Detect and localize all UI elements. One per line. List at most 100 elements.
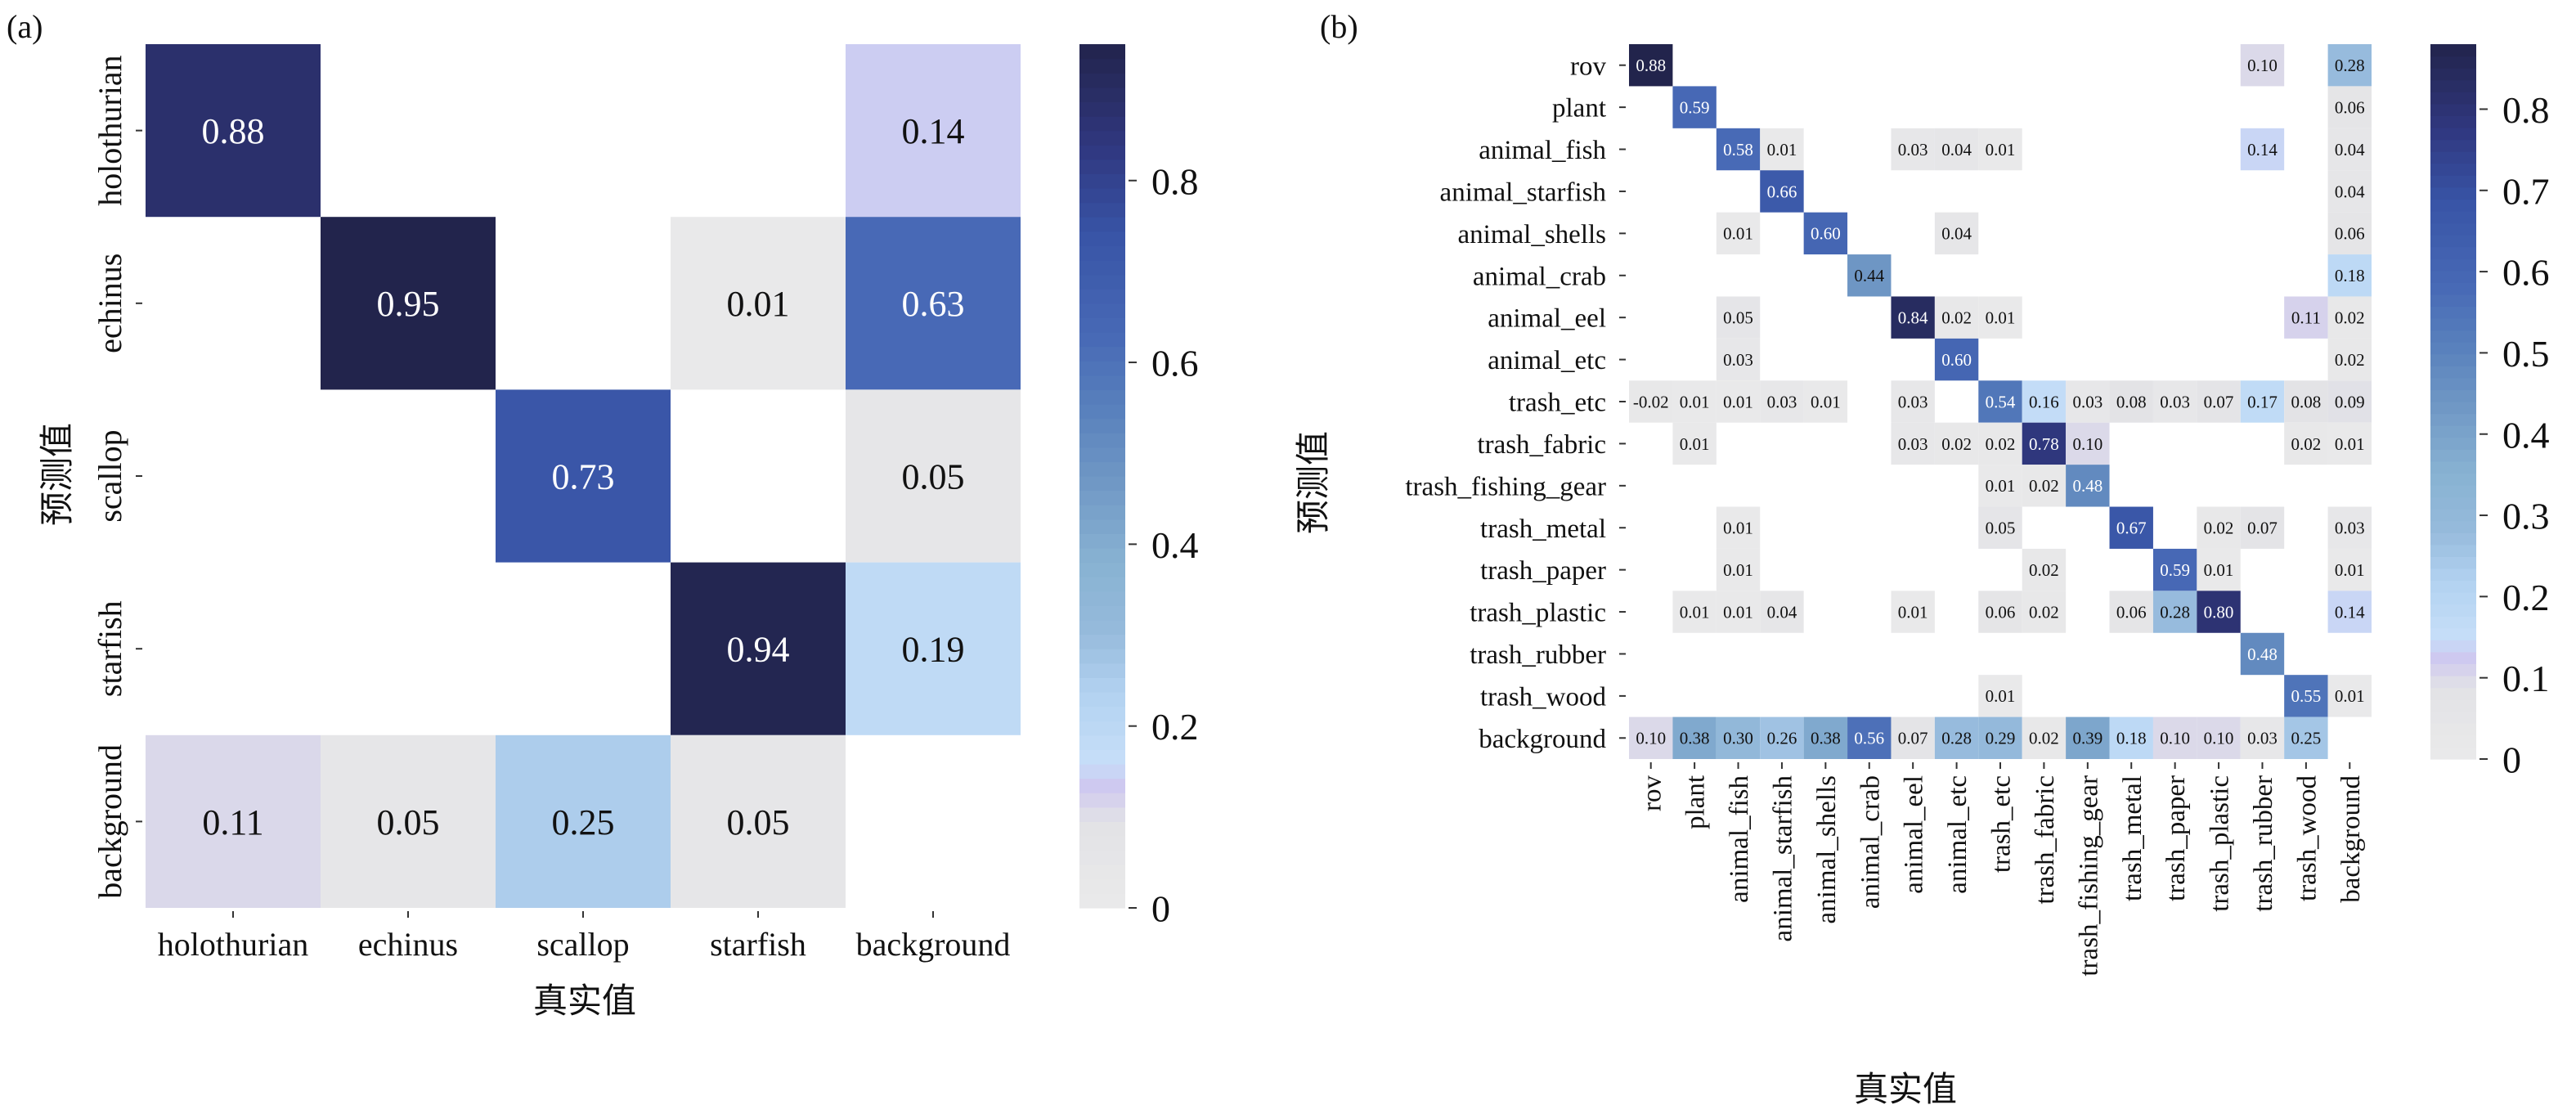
heatmap-cell	[1891, 591, 1935, 633]
colorbar-segment	[2430, 282, 2476, 295]
panel-b-label: (b)	[1320, 8, 1358, 45]
heatmap-cell	[1803, 716, 1848, 759]
panel-a-y-ticks: holothurian echinus scallop starfish backgro…	[92, 55, 142, 899]
heatmap-cell	[2109, 506, 2153, 549]
colorbar-segment	[2430, 449, 2476, 462]
colorbar-segment	[1079, 562, 1125, 577]
cell-value-label: 0.05	[902, 456, 965, 496]
cell-value-label: 0.07	[2204, 392, 2234, 411]
heatmap-cell	[1716, 591, 1761, 633]
colorbar-segment	[2430, 676, 2476, 689]
colorbar-segment	[1079, 490, 1125, 505]
cell-value-label: 0.54	[1986, 392, 2016, 411]
cell-value-label: 0.26	[1767, 729, 1797, 748]
colorbar-segment	[2430, 294, 2476, 308]
x-tick-label: animal_etc	[1943, 775, 1972, 894]
heatmap-cell	[1760, 128, 1804, 171]
cell-value-label: 0.67	[2116, 519, 2147, 538]
colorbar-segment	[2430, 520, 2476, 533]
heatmap-cell	[146, 44, 321, 218]
heatmap-cell	[2284, 675, 2328, 717]
cell-value-label: 0.10	[2160, 729, 2190, 748]
y-tick-label: trash_wood	[1480, 682, 1606, 712]
y-tick-label: animal_shells	[1458, 220, 1606, 249]
colorbar-segment	[1079, 159, 1125, 174]
cell-value-label: 0.60	[1811, 224, 1841, 244]
heatmap-cell	[1803, 380, 1848, 423]
cell-value-label: 0.48	[2247, 645, 2278, 664]
colorbar-segment	[1079, 620, 1125, 636]
y-tick-label: rov	[1570, 52, 1606, 81]
colorbar-segment	[1079, 749, 1125, 765]
y-tick-label: trash_rubber	[1470, 640, 1606, 670]
x-tick-label: animal_crab	[1856, 775, 1885, 909]
cell-value-label: 0.04	[2335, 140, 2365, 159]
heatmap-cell	[846, 562, 1021, 735]
heatmap-cell	[2327, 296, 2372, 339]
cell-value-label: 0.56	[1854, 729, 1884, 748]
colorbar-segment	[2430, 235, 2476, 248]
x-tick-label: animal_eel	[1900, 775, 1929, 894]
heatmap-cell	[1934, 128, 1979, 171]
cell-value-label: 0.88	[1636, 56, 1666, 75]
panel-a-x-axis-label: 真实值	[533, 982, 636, 1021]
colorbar-segment	[2430, 330, 2476, 343]
colorbar-segment	[1079, 677, 1125, 693]
heatmap-cell	[2327, 675, 2372, 717]
colorbar-segment	[2430, 44, 2476, 57]
cell-value-label: 0.01	[1986, 476, 2016, 496]
colorbar-segment	[2430, 747, 2476, 760]
heatmap-cell	[2152, 380, 2197, 423]
colorbar-segment	[2430, 56, 2476, 69]
colorbar-segment	[2430, 342, 2476, 355]
colorbar-segment	[1079, 836, 1125, 851]
colorbar-segment	[2430, 640, 2476, 653]
cell-value-label: 0.19	[902, 630, 965, 670]
cell-value-label: 0.01	[1986, 686, 2016, 706]
heatmap-cell	[2022, 422, 2067, 465]
cell-value-label: 0.84	[1898, 308, 1928, 328]
colorbar-segment	[2430, 222, 2476, 236]
heatmap-cell	[1847, 254, 1892, 297]
heatmap-cell	[1891, 296, 1935, 339]
colorbar-segment	[1079, 605, 1125, 621]
colorbar-tick-label: 0	[1151, 888, 1170, 930]
colorbar-segment	[2430, 651, 2476, 665]
heatmap-cell	[496, 734, 671, 908]
heatmap-cell	[846, 389, 1021, 563]
cell-value-label: 0.01	[1723, 392, 1753, 411]
x-tick-label: animal_starfish	[1768, 775, 1797, 942]
panel-a-y-axis-label: 预测值	[39, 423, 77, 526]
colorbar-segment	[1079, 577, 1125, 592]
cell-value-label: 0.38	[1680, 729, 1710, 748]
y-tick-label: trash_paper	[1480, 556, 1606, 586]
heatmap-cell	[1716, 548, 1761, 591]
colorbar-segment	[1079, 389, 1125, 405]
y-tick-label: background	[1479, 725, 1606, 754]
heatmap-cell	[1629, 380, 1673, 423]
colorbar-segment	[1079, 404, 1125, 420]
heatmap-cell	[1978, 465, 2022, 507]
cell-value-label: 0.30	[1723, 729, 1753, 748]
cell-value-label: 0.03	[1898, 392, 1928, 411]
cell-value-label: 0.04	[1941, 140, 1972, 159]
colorbar-segment	[1079, 706, 1125, 721]
heatmap-cell	[2109, 591, 2153, 633]
colorbar-segment	[1079, 734, 1125, 750]
colorbar-segment	[1079, 548, 1125, 564]
heatmap-cell	[1672, 380, 1717, 423]
colorbar-segment	[2430, 687, 2476, 700]
heatmap-cell	[1672, 591, 1717, 633]
colorbar-segment	[2430, 460, 2476, 474]
y-tick-label: trash_fishing_gear	[1405, 472, 1606, 501]
cell-value-label: 0.73	[552, 456, 615, 496]
y-tick-label: plant	[1552, 94, 1606, 124]
colorbar-segment	[1079, 505, 1125, 520]
panel-a-colorbar: 0 0.2 0.4 0.6 0.8	[1079, 44, 1199, 930]
colorbar-segment	[1079, 634, 1125, 649]
colorbar-tick-label: 0.1	[2502, 658, 2550, 699]
y-tick-label: animal_fish	[1479, 136, 1606, 165]
panel-b-cells: 0.88 0.10 0.28 0.59 0.06 0.58 0.01 0.03 0.04 0.01…	[1629, 44, 2372, 759]
cell-value-label: 0.17	[2247, 392, 2278, 411]
cell-value-label: 0.01	[1986, 140, 2016, 159]
